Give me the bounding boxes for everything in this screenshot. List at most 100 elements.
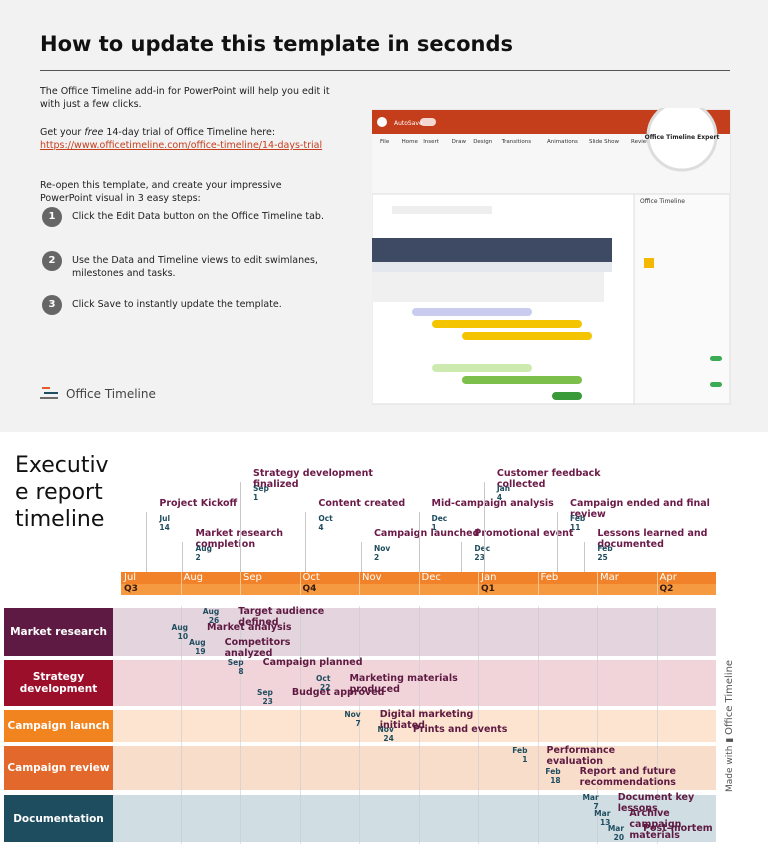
trial-link[interactable]: https://www.officetimeline.com/office-ti… [40,140,323,151]
milestone-label: Campaign ended and final review [570,498,710,520]
step-number: 2 [42,251,62,271]
month-label: Mar [600,572,619,583]
milestone-label: Lessons learned and documented [597,528,708,550]
milestone-month: Jan [496,484,511,493]
trial-emphasis: free [84,127,104,138]
milestone-day: 4 [496,493,503,502]
title-rule [40,70,730,71]
swimlane-band [113,746,716,790]
milestone-stem [483,482,485,572]
item-day: 23 [262,697,273,706]
milestone-stem [240,482,241,572]
milestone-day: 1 [253,493,259,502]
month-divider [537,572,539,595]
milestone-month: Aug [195,544,212,553]
reopen: Re-open this template, and create your i… [40,180,282,204]
step-number: 3 [42,295,62,315]
item-month: Aug [171,623,189,632]
month-divider [418,572,420,595]
month-gridline [359,606,360,844]
month-divider [478,572,479,595]
item-day: 22 [320,683,331,692]
month-label: Sep [243,572,262,583]
month-divider [656,572,658,595]
month-gridline [597,606,598,844]
item-day: 19 [195,647,206,656]
swimlane-band [113,710,716,742]
month-gridline [299,606,301,844]
milestone-label: Promotional event [474,528,574,539]
title: How to update this template in seconds [40,32,513,56]
milestone-month: Nov [373,544,391,553]
swimlane-header: Strategy development [4,660,113,706]
milestone-day: 23 [474,553,485,562]
item-label: Post-mortem [643,823,713,834]
milestone-label: Project Kickoff [159,498,238,509]
milestone-label: Strategy development finalized [253,468,373,490]
autosave: AutoSave [394,120,423,127]
item-day: 7 [355,719,361,728]
item-day: 13 [599,818,611,827]
trial-text: Get your free 14-day trial of Office Tim… [40,126,332,152]
item-day: 18 [550,776,561,785]
item-month: Feb [512,746,528,755]
item-label: Campaign planned [262,657,363,668]
step-text: Click the Edit Data button on the Office… [72,211,324,222]
ribbon-tab: File [380,139,390,145]
item-day: 1 [522,755,528,764]
item-month: Aug [189,638,206,647]
item-month: Nov [377,725,394,734]
month-label: Aug [183,572,204,583]
month-divider [299,572,301,595]
month-label: Oct [302,572,320,583]
month-label: Feb [540,572,559,583]
milestone-day: 25 [597,553,608,562]
month-label: Dec [421,572,441,583]
milestone-stem [305,512,307,572]
intro: The Office Timeline add-in for PowerPoin… [40,86,330,110]
item-label: Archive campaign materials [629,808,682,841]
month-gridline [418,606,420,844]
milestone-day: 1 [431,523,437,532]
timeline-section: Executive report timeline Made with ▮ Of… [0,432,768,866]
timeline-title: Executive report timeline [15,453,109,532]
item-label: Performance evaluation [546,745,616,767]
item-label: Budget approved [291,687,385,698]
milestone-month: Feb [597,544,613,553]
milestone-label: Campaign launched [373,528,480,539]
swimlane-header: Market research [4,608,113,656]
milestone-label: Mid-campaign analysis [431,498,554,509]
instructions-section: How to update this template in seconds T… [0,0,768,432]
month-divider [240,572,241,595]
quarter-label: Q3 [124,584,138,594]
item-day: 7 [593,802,599,811]
milestone-month: Oct [318,514,333,523]
item-day: 20 [613,833,625,842]
quarter-label: Q4 [302,584,317,594]
item-month: Aug [202,607,220,616]
ribbon-tab: Home [402,139,419,145]
item-day: 26 [208,616,220,625]
milestone-stem [418,512,420,572]
month-gridline [656,606,658,844]
milestone-month: Jul [159,514,171,523]
milestone-day: 4 [318,523,324,532]
callout: Office Timeline Expert [645,134,720,141]
ribbon-tab: Insert [423,139,440,145]
logo-text: Office Timeline [66,387,156,401]
milestone-stem [182,542,184,572]
month-label: Jul [124,572,137,583]
ribbon-tab: Animations [547,139,578,145]
month-divider [597,572,598,595]
trial-before: Get your [40,127,85,138]
swimlane-header: Campaign review [4,746,113,790]
item-day: 24 [383,734,394,743]
swimlane-band [113,608,716,656]
milestone-month: Dec [474,544,491,553]
quarter-label: Q1 [481,584,495,594]
item-month: Sep [227,658,244,667]
milestone-day: 14 [159,523,170,532]
milestone-stem [557,512,558,572]
milestone-label: Market research completion [195,528,284,550]
milestone-stem [146,512,148,572]
